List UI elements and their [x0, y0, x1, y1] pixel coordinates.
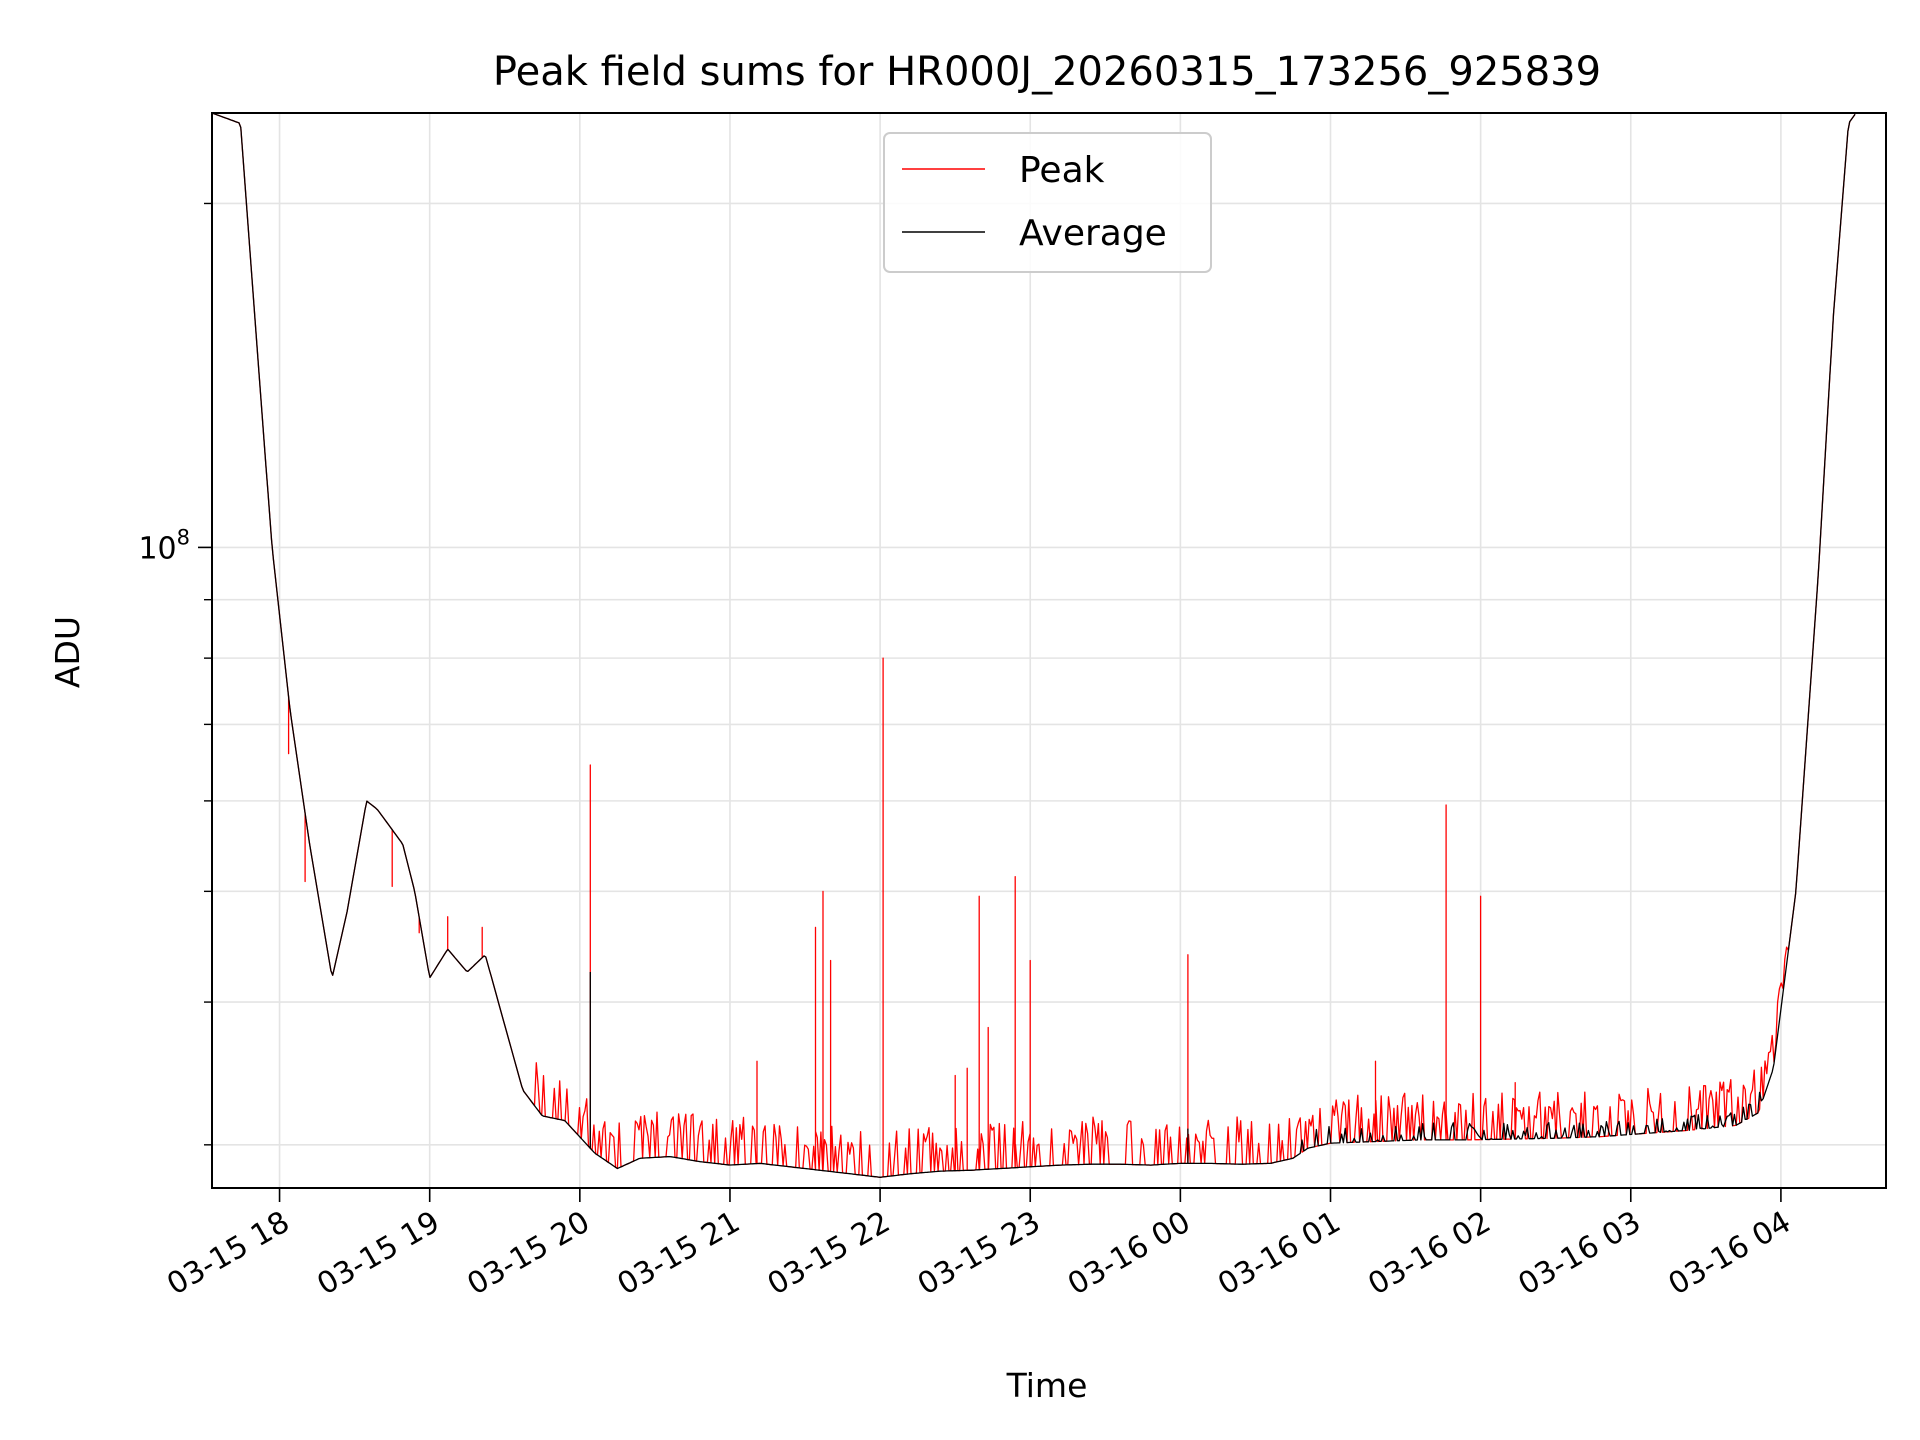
series-average-line	[211, 112, 1856, 1178]
y-axis-label: ADU	[48, 616, 87, 688]
series-layer	[211, 112, 1856, 1178]
plot-frame	[211, 112, 1887, 1189]
legend: Peak Average	[883, 132, 1212, 273]
y-tick-label: 108	[138, 525, 190, 566]
chart-title: Peak field sums for HR000J_20260315_1732…	[493, 49, 1601, 95]
x-axis-label: Time	[1006, 1366, 1088, 1405]
legend-box	[883, 132, 1212, 273]
legend-peak-label: Peak	[1019, 150, 1105, 191]
y-axis: 108	[138, 202, 212, 1146]
legend-average-label: Average	[1019, 213, 1167, 254]
